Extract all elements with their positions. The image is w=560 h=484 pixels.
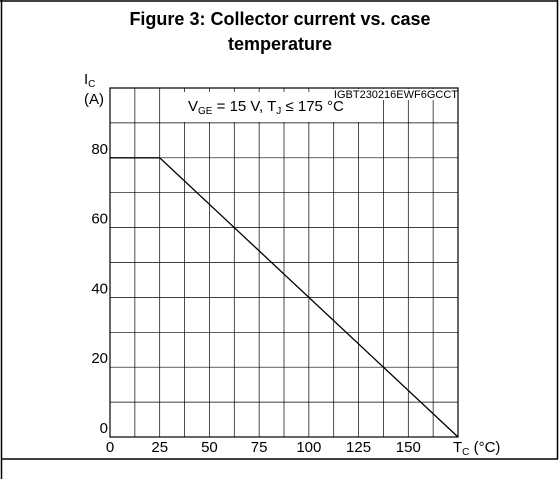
text-part: ≤ 175 °C xyxy=(281,98,344,115)
x-tick-label: 25 xyxy=(151,439,168,456)
text-part: T xyxy=(453,439,462,456)
text-part: V xyxy=(188,98,198,115)
data-line xyxy=(110,157,459,438)
text-part: = 15 V, T xyxy=(212,98,276,115)
subscript: GE xyxy=(198,106,213,117)
plot-border xyxy=(109,87,459,438)
x-tick-label: 75 xyxy=(251,439,268,456)
subscript: C xyxy=(462,447,469,458)
y-tick-label: 0 xyxy=(100,420,108,437)
x-axis-label: TC (°C) xyxy=(453,439,500,458)
y-tick-label: 40 xyxy=(91,280,108,297)
x-tick-label: 100 xyxy=(296,439,321,456)
y-axis-label: IC xyxy=(84,71,95,90)
x-tick-label: 50 xyxy=(201,439,218,456)
y-tick-label: 20 xyxy=(91,350,108,367)
text-part: (°C) xyxy=(469,439,500,456)
annotation-bg xyxy=(312,89,457,100)
y-axis-unit: (A) xyxy=(84,91,104,108)
subscript: J xyxy=(276,106,281,117)
annotation: VGE = 15 V, TJ ≤ 175 °C xyxy=(188,98,344,117)
subscript: C xyxy=(88,79,95,90)
x-tick-label: 0 xyxy=(106,439,114,456)
x-tick-label: 125 xyxy=(346,439,371,456)
x-tick-label: 150 xyxy=(396,439,421,456)
text-part: I xyxy=(84,71,88,88)
chart-title: temperature xyxy=(228,34,332,54)
chart-title: Figure 3: Collector current vs. case xyxy=(129,9,430,29)
y-tick-label: 80 xyxy=(91,141,108,158)
y-tick-label: 60 xyxy=(91,211,108,228)
annotation-code: IGBT230216EWF6GCCT xyxy=(334,89,458,101)
